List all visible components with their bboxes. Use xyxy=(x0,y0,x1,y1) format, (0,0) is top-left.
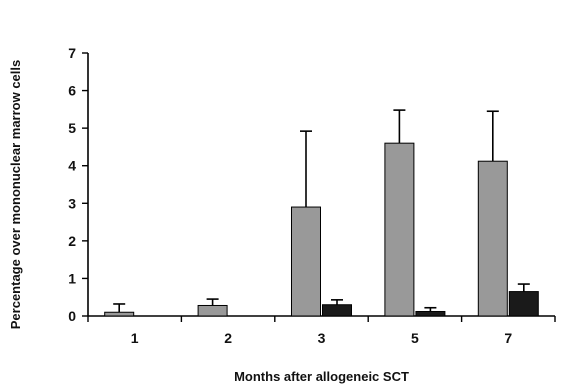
x-tick-label: 1 xyxy=(131,330,139,346)
y-tick-label: 7 xyxy=(68,45,76,61)
plot-area: 0 1 2 3 4 5 6 7 1 2 3 5 7 xyxy=(68,45,556,346)
bar xyxy=(197,304,228,317)
bar xyxy=(384,142,415,317)
x-axis-title: Months after allogeneic SCT xyxy=(234,369,409,384)
x-tick-label: 5 xyxy=(411,330,419,346)
y-tick-label: 6 xyxy=(68,83,76,99)
y-tick-label: 5 xyxy=(68,120,76,136)
x-tick-label: 3 xyxy=(318,330,326,346)
y-tick-label: 4 xyxy=(68,158,76,174)
bar xyxy=(104,311,135,317)
y-tick-label: 0 xyxy=(68,308,76,324)
y-tick-label: 1 xyxy=(68,270,76,286)
bar xyxy=(477,160,508,317)
bar xyxy=(415,310,446,317)
x-tick-label: 2 xyxy=(224,330,232,346)
y-axis-title: Percentage over mononuclear marrow cells xyxy=(8,60,23,330)
bar xyxy=(291,206,321,317)
bar xyxy=(508,291,539,317)
bar xyxy=(322,304,352,317)
y-tick-label: 3 xyxy=(68,195,76,211)
y-tick-label: 2 xyxy=(68,233,76,249)
x-tick-label: 7 xyxy=(504,330,512,346)
